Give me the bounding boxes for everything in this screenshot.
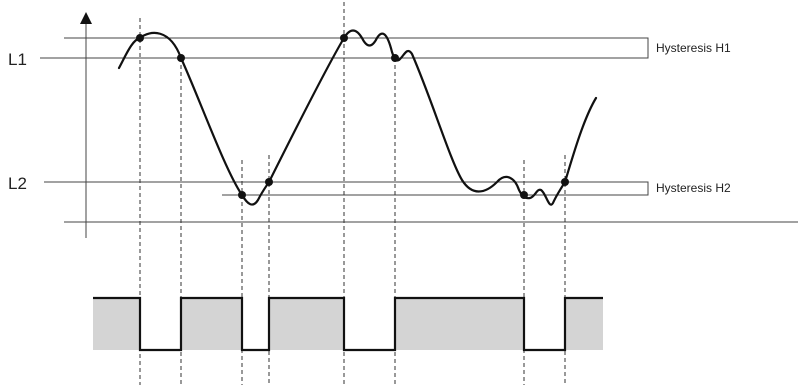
output-low-segments <box>140 298 565 350</box>
h2-label: Hysteresis H2 <box>656 181 731 195</box>
crossing-point <box>136 34 144 42</box>
output-low-segment <box>140 298 181 350</box>
h2-bracket <box>640 181 649 196</box>
output-low-segment <box>344 298 395 350</box>
crossing-point <box>238 191 246 199</box>
crossing-points <box>136 34 569 199</box>
output-signal <box>93 296 603 352</box>
crossing-point <box>177 54 185 62</box>
y-axis-arrow <box>80 12 92 24</box>
signal-curve <box>117 29 598 206</box>
output-low-segment <box>524 298 565 350</box>
crossing-point <box>520 191 528 199</box>
l2-label: L2 <box>8 174 27 193</box>
crossing-point <box>265 178 273 186</box>
l1-label: L1 <box>8 50 27 69</box>
crossing-point <box>340 34 348 42</box>
crossing-point <box>561 178 569 186</box>
crossing-point <box>391 54 399 62</box>
h1-label: Hysteresis H1 <box>656 41 731 55</box>
h1-bracket <box>640 37 649 59</box>
output-low-segment <box>242 298 269 350</box>
